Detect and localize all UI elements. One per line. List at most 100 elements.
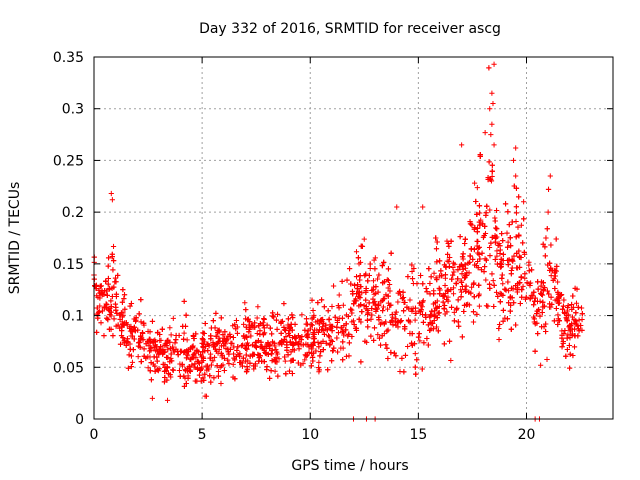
data-point	[549, 301, 555, 308]
data-point	[198, 378, 204, 384]
data-point	[440, 299, 446, 305]
data-point	[127, 341, 133, 347]
data-point	[208, 362, 215, 368]
data-point	[244, 334, 250, 340]
data-point	[496, 321, 503, 328]
data-point	[271, 340, 277, 346]
data-point	[498, 261, 504, 267]
data-point	[553, 236, 559, 242]
data-point	[376, 335, 383, 341]
data-point	[300, 342, 306, 348]
data-point	[508, 267, 515, 274]
data-point	[427, 312, 434, 318]
data-point	[541, 324, 547, 330]
data-point	[320, 347, 326, 353]
data-point	[232, 376, 238, 382]
data-point	[218, 380, 224, 387]
data-point	[409, 308, 415, 315]
data-point	[221, 343, 227, 349]
data-point	[455, 267, 461, 273]
data-point	[107, 285, 113, 291]
data-point	[335, 329, 342, 336]
data-point	[522, 271, 528, 277]
data-point	[334, 324, 340, 330]
data-point	[343, 327, 349, 333]
data-point	[161, 379, 168, 385]
data-point	[108, 298, 114, 304]
data-point	[269, 358, 275, 364]
data-point	[102, 287, 108, 294]
data-point	[491, 142, 497, 148]
data-point	[255, 338, 262, 344]
data-point	[556, 318, 562, 324]
data-point	[462, 240, 468, 247]
data-point	[195, 359, 202, 365]
data-point	[404, 304, 410, 310]
data-point	[566, 365, 573, 371]
data-point	[361, 236, 367, 242]
data-point	[349, 333, 355, 340]
data-point	[120, 310, 126, 316]
data-point	[183, 348, 190, 354]
axis-ticks: 0 5 10 15 20 0 0.05 0.1 0.15 0.2 0.25 0.3 0.35	[53, 50, 613, 443]
data-point	[548, 242, 554, 248]
data-point	[389, 311, 395, 318]
data-point	[325, 333, 332, 339]
data-point	[424, 335, 430, 342]
data-point	[94, 329, 100, 335]
data-point	[115, 272, 121, 279]
data-point	[346, 266, 353, 272]
data-point	[363, 285, 369, 292]
data-point	[476, 244, 482, 251]
data-point	[497, 299, 503, 305]
data-point	[480, 221, 486, 227]
data-point	[407, 297, 413, 303]
data-point	[483, 277, 489, 283]
data-point	[112, 279, 118, 285]
data-point	[311, 327, 318, 333]
data-point	[254, 315, 260, 321]
data-point	[168, 332, 174, 338]
data-point	[420, 204, 426, 210]
data-point	[346, 340, 353, 346]
data-point	[104, 315, 110, 321]
data-point	[569, 306, 575, 312]
data-point	[439, 273, 445, 279]
data-point	[402, 352, 409, 359]
data-point	[449, 276, 455, 282]
data-point	[578, 322, 584, 329]
data-point	[497, 260, 503, 267]
data-point	[335, 303, 341, 309]
data-point	[297, 335, 303, 341]
data-point	[557, 292, 563, 299]
y-tick-label: 0.35	[53, 50, 84, 66]
data-point	[477, 256, 483, 262]
data-point	[410, 305, 416, 312]
data-point	[375, 301, 382, 307]
data-point	[490, 277, 496, 284]
data-point	[434, 239, 440, 245]
data-point	[535, 286, 541, 292]
data-point	[393, 316, 399, 322]
data-point	[284, 347, 290, 353]
data-point	[540, 286, 547, 293]
data-point	[133, 315, 139, 321]
data-point	[400, 308, 407, 314]
data-point	[477, 152, 483, 158]
data-point	[542, 253, 548, 259]
data-point	[329, 323, 336, 330]
data-point	[206, 366, 212, 372]
data-point	[569, 314, 576, 320]
data-point	[395, 299, 401, 305]
data-point	[544, 226, 550, 232]
data-point	[526, 268, 532, 274]
data-point	[445, 287, 451, 293]
data-point	[156, 366, 162, 372]
data-point	[292, 334, 298, 340]
data-point	[113, 307, 119, 313]
data-point	[160, 350, 166, 356]
data-point	[111, 284, 117, 290]
data-point	[574, 286, 580, 292]
data-point	[318, 340, 324, 346]
data-point	[302, 357, 308, 363]
